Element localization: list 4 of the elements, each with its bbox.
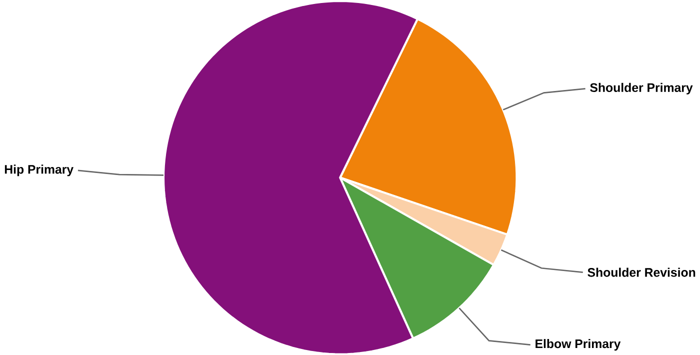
slice-label: Shoulder Primary bbox=[590, 82, 693, 94]
slice-label: Shoulder Revision bbox=[588, 268, 696, 277]
slice-label: Elbow Primary bbox=[536, 338, 621, 350]
slice-label: Hip Primary bbox=[4, 164, 74, 176]
